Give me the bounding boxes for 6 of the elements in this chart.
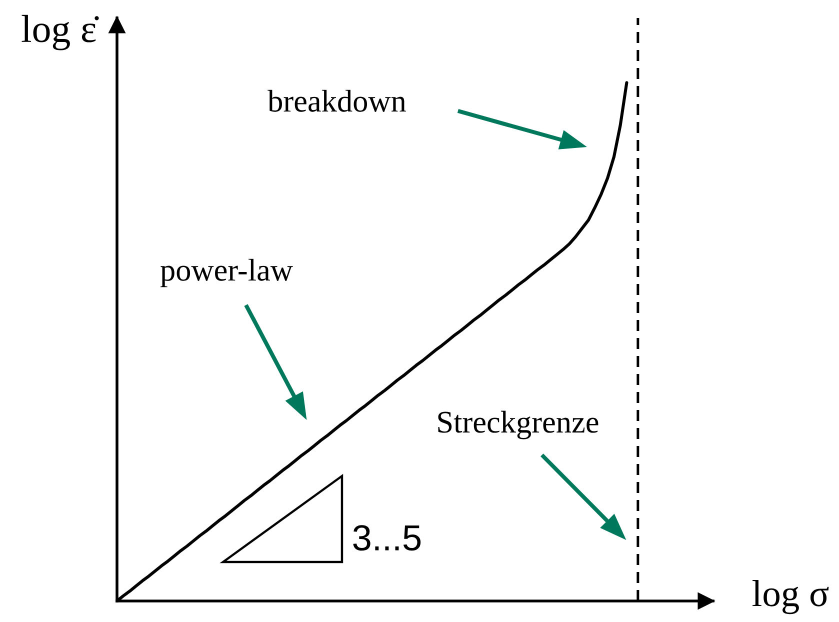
y-axis-title: log ε̇: [22, 14, 99, 50]
text: Streckgrenze: [438, 410, 598, 440]
annotation: breakdown: [268, 90, 406, 112]
annotation: power-law: [160, 258, 293, 288]
annotation: 3...5: [353, 525, 421, 551]
x-axis-title: log σ: [752, 580, 829, 614]
